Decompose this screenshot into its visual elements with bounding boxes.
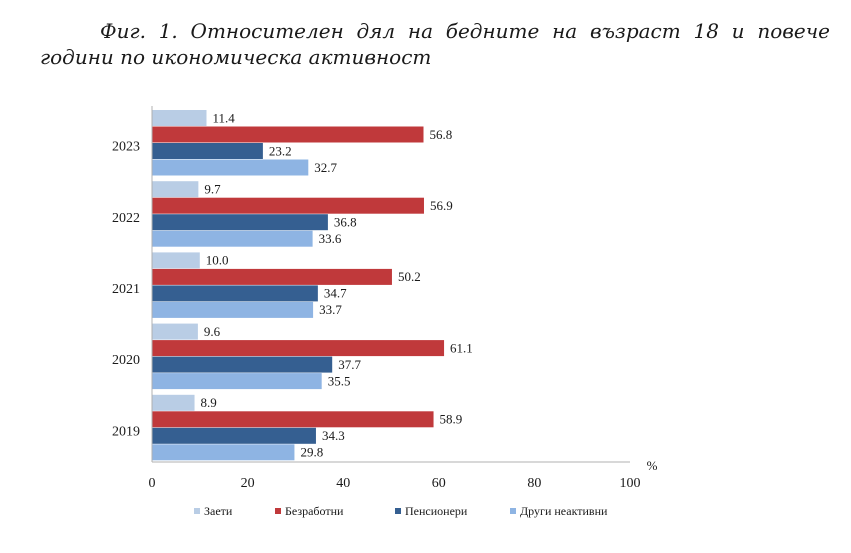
- bar-2020-3: [152, 373, 322, 390]
- bar-2019-0: [152, 394, 195, 411]
- bar-2019-1: [152, 411, 434, 428]
- category-label-2022: 2022: [112, 211, 140, 226]
- data-label: 11.4: [212, 110, 235, 125]
- bar-2022-0: [152, 181, 199, 198]
- bar-2021-3: [152, 301, 314, 318]
- legend-swatch-3: [510, 508, 516, 514]
- data-label: 10.0: [206, 253, 229, 268]
- bar-2023-3: [152, 159, 309, 176]
- legend-label-1: Безработни: [285, 504, 344, 518]
- legend-label-2: Пенсионери: [405, 504, 468, 518]
- data-label: 56.9: [430, 198, 453, 213]
- data-label: 32.7: [314, 160, 337, 175]
- x-tick-label: 60: [432, 476, 446, 491]
- bar-2019-3: [152, 444, 295, 461]
- bar-2020-2: [152, 356, 333, 373]
- bar-2023-0: [152, 110, 207, 126]
- data-label: 9.7: [204, 181, 221, 196]
- bar-2019-2: [152, 427, 316, 444]
- bar-2020-0: [152, 323, 198, 340]
- x-unit-label: %: [647, 458, 658, 473]
- x-tick-label: 20: [241, 476, 255, 491]
- data-label: 8.9: [201, 395, 217, 410]
- data-label: 34.3: [322, 428, 345, 443]
- figure-title: Фиг. 1. Относителен дял на бедните на въ…: [40, 19, 830, 69]
- data-label: 23.2: [269, 143, 292, 158]
- data-label: 50.2: [398, 269, 421, 284]
- category-label-2021: 2021: [112, 282, 140, 297]
- x-tick-label: 40: [336, 476, 350, 491]
- data-label: 33.7: [319, 302, 342, 317]
- bar-2021-2: [152, 285, 318, 302]
- x-tick-label: 0: [149, 476, 156, 491]
- bar-2023-2: [152, 143, 263, 159]
- legend-swatch-2: [395, 508, 401, 514]
- data-label: 37.7: [338, 357, 361, 372]
- data-label: 56.8: [430, 127, 453, 142]
- category-label-2023: 2023: [112, 140, 140, 155]
- data-label: 61.1: [450, 340, 473, 355]
- data-label: 29.8: [300, 445, 323, 460]
- bar-2022-1: [152, 197, 424, 214]
- data-label: 35.5: [328, 373, 351, 388]
- bar-2022-2: [152, 214, 328, 231]
- category-label-2019: 2019: [112, 424, 140, 439]
- legend-label-0: Заети: [204, 504, 233, 518]
- data-label: 34.7: [324, 286, 347, 301]
- legend-swatch-0: [194, 508, 200, 514]
- bar-2021-0: [152, 252, 200, 269]
- data-label: 36.8: [334, 214, 357, 229]
- x-tick-label: 100: [620, 476, 641, 491]
- data-label: 9.6: [204, 324, 221, 339]
- legend-label-3: Други неактивни: [520, 504, 608, 518]
- bar-2023-1: [152, 126, 424, 143]
- bar-2021-1: [152, 268, 392, 285]
- bar-2022-3: [152, 230, 313, 247]
- data-label: 33.6: [319, 231, 342, 246]
- bar-2020-1: [152, 340, 445, 357]
- x-tick-label: 80: [527, 476, 541, 491]
- data-label: 58.9: [440, 412, 463, 427]
- category-label-2020: 2020: [112, 353, 140, 368]
- legend-swatch-1: [275, 508, 281, 514]
